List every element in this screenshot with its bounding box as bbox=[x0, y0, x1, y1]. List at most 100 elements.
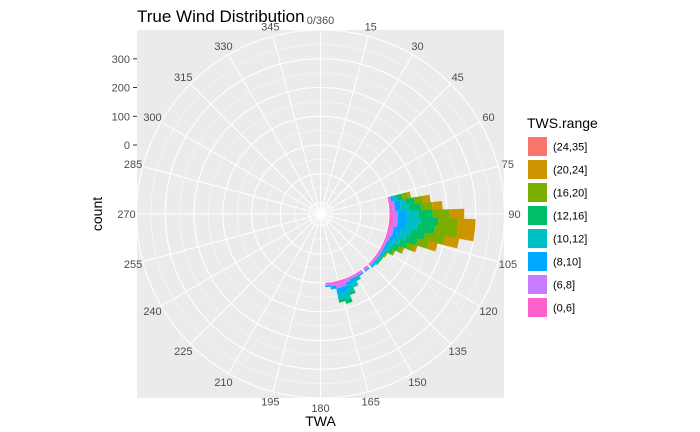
grid-spoke bbox=[228, 213, 321, 374]
bar-segment bbox=[456, 228, 475, 242]
bar-segment bbox=[389, 211, 394, 217]
bar-segment bbox=[406, 210, 419, 218]
bar-segment bbox=[398, 210, 407, 218]
bar-segment bbox=[382, 251, 387, 257]
bar-segment bbox=[407, 216, 422, 225]
angle-tick-label: 90 bbox=[508, 209, 520, 221]
bar-segment bbox=[385, 235, 391, 242]
legend-label: (16,20] bbox=[553, 188, 587, 200]
bar-segment bbox=[382, 245, 388, 252]
count-tick-label: 300 bbox=[112, 54, 130, 66]
angle-tick-label: 195 bbox=[261, 396, 279, 408]
bar-segment bbox=[363, 266, 369, 271]
angle-tick-labels: 0/360 15 30 45 60 75 90 105 120 135 150 165 180 195 21… bbox=[117, 15, 520, 415]
bar-segment bbox=[387, 225, 392, 232]
bar-segment bbox=[369, 261, 374, 266]
grid-spoke bbox=[320, 54, 413, 215]
bar-segment bbox=[390, 249, 396, 256]
bar-segment bbox=[348, 274, 354, 279]
angle-tick-label: 225 bbox=[174, 346, 192, 358]
legend-swatch bbox=[528, 160, 547, 179]
bar-segment bbox=[384, 235, 388, 241]
bar-segment bbox=[449, 208, 465, 220]
bar-segment bbox=[432, 209, 450, 219]
legend-swatch bbox=[528, 298, 547, 317]
bar-segment bbox=[378, 254, 383, 261]
legend-label: (0,6] bbox=[553, 303, 575, 315]
bar-segment bbox=[325, 285, 331, 288]
bar-segment bbox=[406, 191, 412, 199]
grid-spoke bbox=[320, 213, 369, 392]
bar-segment bbox=[457, 218, 476, 231]
grid-spoke bbox=[160, 121, 321, 215]
bar-segment bbox=[400, 247, 405, 254]
bar-segment bbox=[412, 244, 418, 253]
bar-segment bbox=[388, 196, 392, 202]
angle-tick-label: 300 bbox=[143, 112, 161, 124]
bar-segment bbox=[387, 196, 390, 203]
bar-segment bbox=[364, 267, 370, 272]
bar-segment bbox=[336, 287, 344, 295]
bar-segment bbox=[418, 209, 433, 219]
bar-segment bbox=[393, 195, 397, 202]
bar-segment bbox=[396, 221, 407, 230]
x-axis-title: TWA bbox=[305, 413, 336, 429]
bar-segment bbox=[373, 258, 379, 264]
bar-segment bbox=[400, 204, 410, 212]
legend-label: (20,24] bbox=[553, 165, 587, 177]
bar-segment bbox=[354, 276, 361, 282]
legend-label: (10,12] bbox=[553, 234, 587, 246]
legend: (24,35] (20,24] (16,20] (12,16] (10,12] (8,10… bbox=[528, 137, 587, 317]
bar-segment bbox=[325, 282, 331, 285]
bar-segment bbox=[431, 201, 443, 211]
bar-segment bbox=[375, 259, 381, 266]
legend-label: (8,10] bbox=[553, 257, 581, 269]
bar-segment bbox=[339, 278, 346, 284]
bar-segment bbox=[379, 255, 384, 262]
bar-segment bbox=[391, 231, 399, 240]
bar-segment bbox=[340, 281, 347, 288]
angle-tick-label: 165 bbox=[362, 396, 380, 408]
bar-segment bbox=[399, 198, 407, 206]
bar-segment bbox=[387, 241, 394, 249]
grid-spoke bbox=[320, 83, 451, 215]
legend-swatch bbox=[528, 206, 547, 225]
bar-segment bbox=[394, 205, 401, 212]
bar-segment bbox=[405, 222, 418, 232]
bar-segment bbox=[405, 197, 415, 206]
bar-segment bbox=[344, 297, 353, 304]
grid-spoke bbox=[190, 213, 321, 345]
bar-segment bbox=[352, 272, 358, 277]
angle-tick-label: 120 bbox=[479, 306, 497, 318]
bar-segment bbox=[397, 216, 409, 224]
bar-segment bbox=[390, 195, 395, 202]
bar-segment bbox=[423, 232, 446, 245]
bar-segment bbox=[391, 206, 396, 212]
grid-spoke bbox=[160, 213, 321, 307]
grid-spoke bbox=[190, 83, 321, 215]
angle-tick-label: 75 bbox=[502, 159, 514, 171]
bar-segment bbox=[380, 244, 384, 250]
bar-segment bbox=[330, 285, 337, 290]
angle-tick-label: 315 bbox=[174, 72, 192, 84]
legend-title: TWS.range bbox=[527, 115, 598, 131]
bar-segment bbox=[399, 228, 412, 237]
bar-segment bbox=[401, 192, 409, 200]
bar-segment bbox=[374, 252, 379, 258]
bar-segment bbox=[349, 277, 356, 283]
angle-tick-label: 105 bbox=[499, 259, 517, 271]
bar-segment bbox=[380, 249, 385, 256]
legend-swatch bbox=[528, 229, 547, 248]
legend-label: (12,16] bbox=[553, 211, 587, 223]
angle-tick-label: 240 bbox=[143, 306, 161, 318]
bar-segment bbox=[391, 200, 395, 207]
grid-spoke bbox=[320, 36, 369, 215]
bar-segment bbox=[362, 265, 368, 270]
bar-segment bbox=[353, 273, 359, 278]
bar-segment bbox=[391, 243, 400, 252]
grid-spoke bbox=[320, 213, 413, 374]
bar-segment bbox=[405, 235, 419, 246]
bar-segment bbox=[388, 236, 395, 244]
